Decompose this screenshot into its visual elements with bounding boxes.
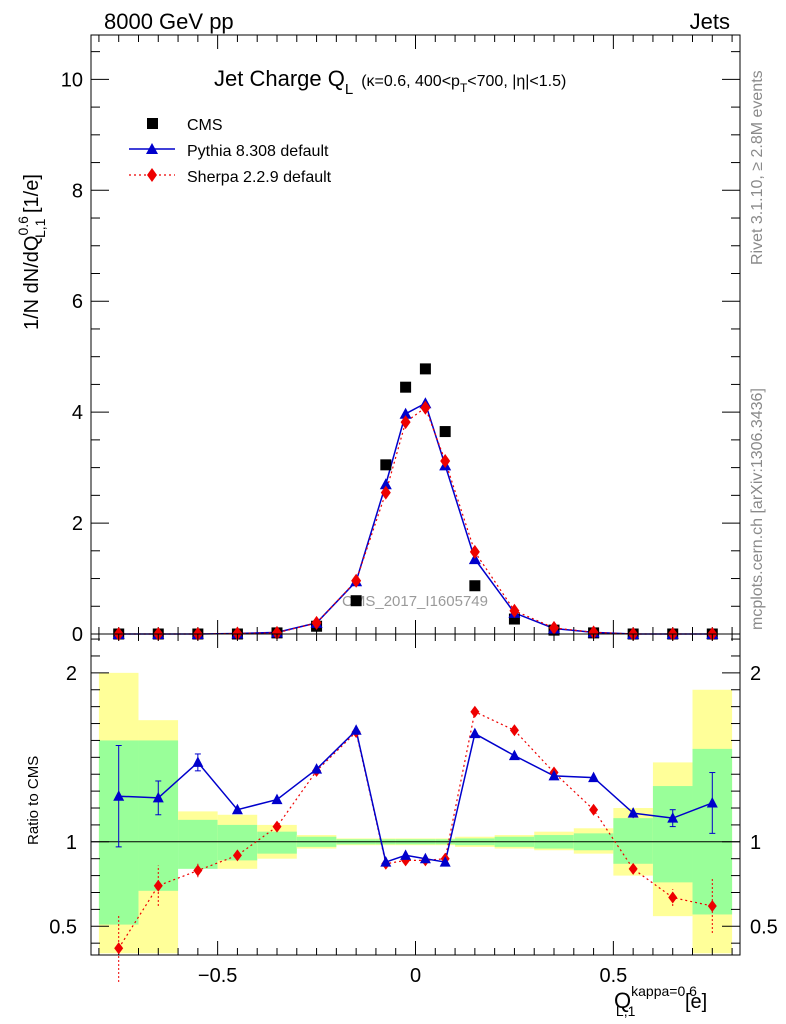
sherpa-ratio-point	[509, 724, 519, 737]
sherpa-ratio-point	[668, 891, 678, 904]
ratio-y-tick-label: 2	[66, 663, 77, 685]
legend-label-pythia: Pythia 8.308 default	[187, 143, 329, 160]
cms-point	[419, 363, 431, 375]
pythia-ratio-point	[706, 796, 718, 808]
ratio-y-tick-label: 1	[66, 832, 77, 854]
cms-point	[439, 426, 451, 438]
x-tick-label: −0.5	[198, 965, 237, 987]
sherpa-point	[351, 573, 362, 588]
ratio-y-tick-label: 0.5	[49, 916, 77, 938]
pythia-point	[399, 407, 412, 419]
pythia-ratio-point	[508, 749, 520, 761]
sherpa-ratio-point	[232, 849, 242, 862]
pythia-ratio-point	[439, 856, 451, 867]
pythia-ratio-point	[113, 790, 125, 801]
ratio-band-inner	[257, 831, 297, 854]
sherpa-point	[549, 620, 560, 635]
sherpa-ratio-point	[707, 900, 717, 913]
sherpa-point	[469, 544, 480, 559]
legend-marker-cms	[147, 118, 158, 129]
sherpa-point	[232, 626, 243, 641]
main-y-tick-label: 2	[72, 513, 83, 535]
cms-point	[380, 459, 392, 471]
main-y-tick-label: 0	[72, 624, 83, 646]
ratio-y-tick-label-right: 2	[750, 663, 761, 685]
cms-point	[508, 613, 520, 625]
sherpa-point	[311, 615, 322, 630]
ratio-band-inner	[652, 786, 693, 883]
cms-point	[350, 595, 362, 607]
ratio-band-inner	[178, 819, 218, 869]
x-tick-label: 0.5	[599, 965, 627, 987]
legend-marker-sherpa	[147, 168, 157, 182]
analysis-watermark: CMS_2017_I1605749	[342, 593, 488, 610]
pythia-ratio-point	[350, 724, 362, 735]
pythia-ratio-point	[231, 803, 243, 815]
pythia-ratio-point	[380, 856, 392, 867]
ratio-y-tick-label-right: 1	[750, 832, 761, 854]
pythia-ratio-point	[548, 769, 560, 781]
pythia-ratio-point	[627, 807, 639, 818]
sherpa-ratio-line	[118, 710, 713, 949]
pythia-ratio-point	[271, 793, 283, 805]
header-energy-label: 8000 GeV pp	[104, 9, 234, 34]
pythia-ratio-point	[419, 852, 431, 864]
sherpa-point	[588, 625, 599, 640]
pythia-point	[379, 478, 392, 490]
main-y-tick-label: 10	[61, 69, 83, 91]
pythia-ratio-point	[152, 791, 164, 803]
plot-title: Jet Charge QL (κ=0.6, 400<pT<700, |η|<1.5…	[214, 66, 566, 98]
pythia-ratio-point	[469, 727, 481, 739]
sherpa-point	[420, 400, 431, 415]
sherpa-point	[509, 603, 520, 618]
ratio-y-axis-label: Ratio to CMS	[25, 756, 42, 845]
legend-marker-pythia	[146, 143, 158, 154]
pythia-ratio-line	[118, 728, 713, 864]
sherpa-ratio-point	[114, 942, 124, 955]
cms-point	[400, 381, 412, 393]
sherpa-ratio-point	[272, 820, 282, 833]
pythia-ratio-point	[311, 763, 323, 774]
pythia-ratio-point	[588, 771, 600, 783]
sherpa-ratio-point	[628, 862, 638, 875]
pythia-ratio-point	[400, 849, 412, 860]
sherpa-point	[440, 453, 451, 468]
pythia-ratio-point	[192, 756, 204, 767]
x-axis-label: Qkappa=0.6 L,1 [e]	[614, 983, 707, 1019]
sherpa-ratio-point	[470, 705, 480, 718]
ratio-plot-frame	[90, 633, 741, 956]
header-jets-label: Jets	[690, 9, 730, 34]
sherpa-line	[118, 406, 713, 635]
ratio-band-inner	[613, 818, 653, 864]
rivet-version-label: Rivet 3.1.10, ≥ 2.8M events	[749, 70, 766, 265]
sherpa-point	[380, 485, 391, 500]
ratio-y-tick-label-right: 0.5	[750, 916, 778, 938]
main-y-tick-label: 8	[72, 180, 83, 202]
sherpa-ratio-point	[153, 879, 163, 892]
sherpa-point	[400, 415, 411, 430]
legend: CMS Pythia 8.308 default Sherpa 2.2.9 de…	[129, 117, 332, 186]
sherpa-point	[271, 625, 282, 640]
main-y-tick-label: 6	[72, 291, 83, 313]
main-y-tick-label: 4	[72, 402, 83, 424]
main-y-axis-label: 1/N dN/dQ0.6L,1 [1/e]	[15, 174, 48, 330]
legend-label-cms: CMS	[187, 117, 223, 134]
pythia-ratio-point	[667, 812, 679, 823]
x-tick-label: 0	[410, 965, 421, 987]
cms-point	[469, 580, 481, 592]
sherpa-ratio-point	[193, 864, 203, 877]
mcplots-site-label: mcplots.cern.ch [arXiv:1306.3436]	[749, 388, 766, 630]
sherpa-ratio-point	[589, 803, 599, 816]
legend-label-sherpa: Sherpa 2.2.9 default	[187, 169, 332, 186]
